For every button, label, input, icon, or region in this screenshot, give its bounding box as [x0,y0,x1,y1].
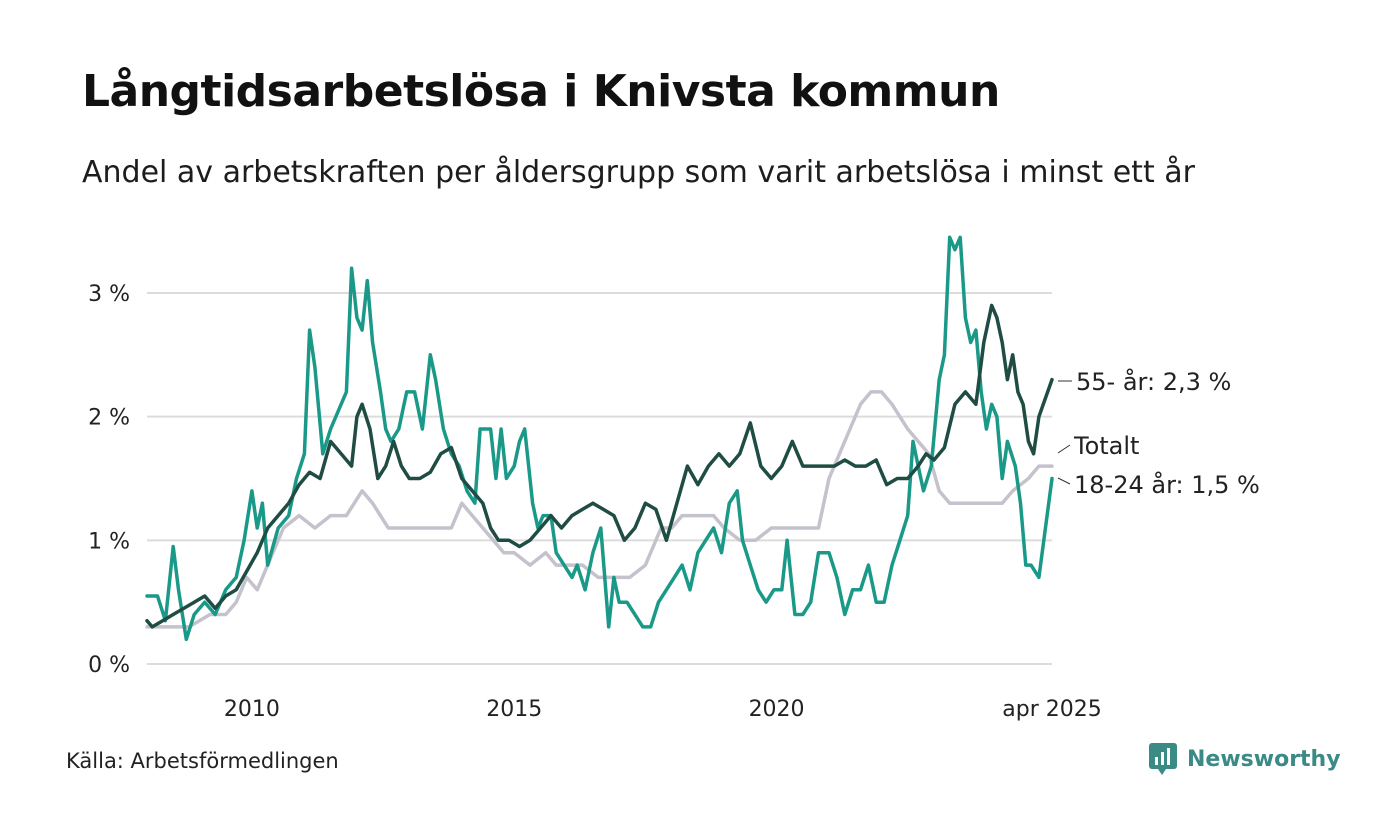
series-end-labels: Totalt 18-24 år: 1,5 % 55- år: 2,3 % [1057,367,1260,499]
y-tick-label: 2 % [88,406,130,431]
newsworthy-logo-icon [1149,743,1177,775]
y-axis-tick-labels: 0 % 1 % 2 % 3 % [88,282,130,678]
series-line [145,303,1054,629]
x-axis-tick-labels: 2010 2015 2020 apr 2025 [224,697,1102,722]
source-note: Källa: Arbetsförmedlingen [66,749,339,773]
series-line [145,235,1054,642]
x-tick-label: 2015 [486,697,542,722]
chart-title: Långtidsarbetslösa i Knivsta kommun [82,66,1000,117]
gridlines [147,292,1052,665]
y-tick-label: 3 % [88,282,130,307]
y-tick-label: 0 % [88,653,130,678]
label-leader [1057,444,1071,454]
x-tick-label: 2010 [224,697,280,722]
brand-name: Newsworthy [1187,746,1341,772]
y-tick-label: 1 % [88,529,130,554]
series-lines [145,235,1054,642]
series-line [145,390,1054,629]
label-leader [1057,477,1071,485]
series-label: 18-24 år: 1,5 % [1074,470,1260,499]
chart-subtitle: Andel av arbetskraften per åldersgrupp s… [82,155,1195,190]
series-label: Totalt [1073,432,1139,460]
x-tick-label: 2020 [749,697,805,722]
brand-logo: Newsworthy [1148,742,1341,776]
series-label: 55- år: 2,3 % [1076,367,1231,396]
x-tick-label: apr 2025 [1002,697,1101,722]
